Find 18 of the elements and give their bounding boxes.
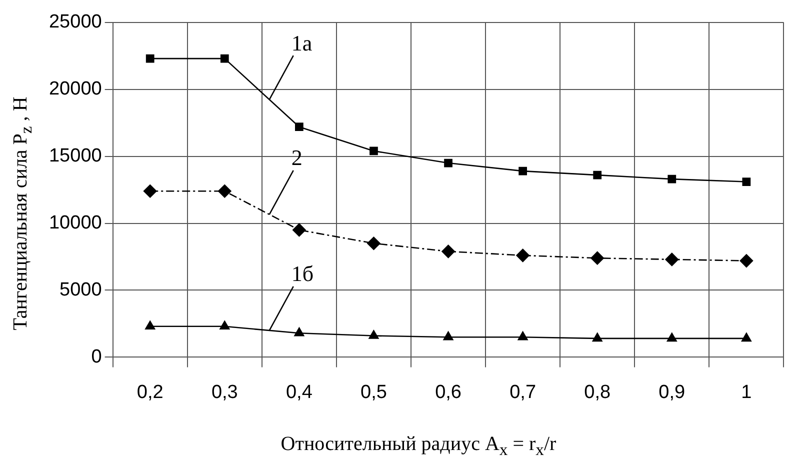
text: 1а: [291, 30, 312, 56]
series-label: 1б: [291, 261, 314, 286]
y-tick-label: 5000: [60, 279, 102, 300]
y-tick-label: 15000: [48, 146, 102, 167]
x-tick-label: 0,6: [435, 382, 462, 403]
x-tick-label: 0,3: [211, 382, 238, 403]
x-tick-label: 0,7: [510, 382, 536, 403]
y-tick-label: 20000: [48, 78, 102, 100]
x-tick-label: 0,4: [286, 382, 313, 403]
x-tick-label: 0,9: [658, 382, 686, 403]
x-tick-label: 0,5: [360, 382, 387, 403]
y-tick-label: 25000: [48, 12, 102, 33]
y-tick-label: 10000: [48, 212, 102, 234]
x-axis-title: Относительный радиус A$_{x}$ = r$_{x}$/r: [280, 433, 558, 460]
x-tick-label: 1: [741, 382, 752, 403]
y-tick-label: 0: [91, 346, 102, 368]
x-tick-label: 0,8: [584, 382, 611, 403]
x-tick-label: 0,2: [136, 382, 164, 403]
